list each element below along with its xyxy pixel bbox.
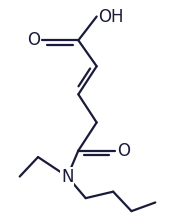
Text: OH: OH (99, 7, 124, 26)
Text: N: N (61, 168, 74, 185)
Text: O: O (117, 141, 130, 160)
Text: O: O (27, 31, 40, 49)
